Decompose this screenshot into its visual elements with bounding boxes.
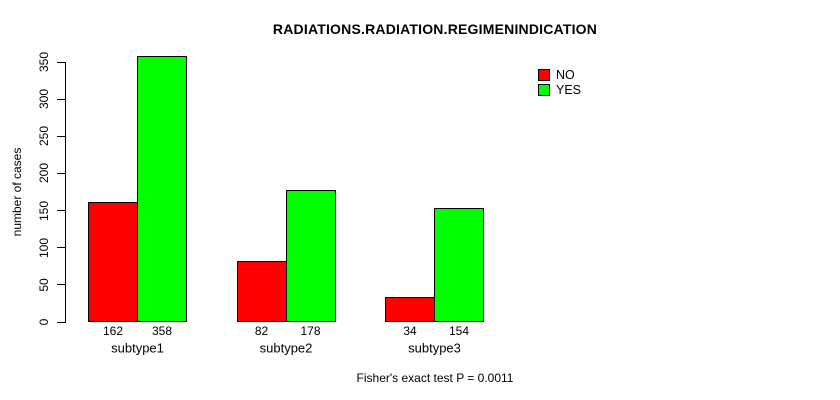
bar-value-label: 162 [102, 324, 124, 338]
y-tick-label: 0 [37, 318, 51, 326]
y-tick-mark [57, 284, 65, 286]
bar-no-subtype3 [385, 296, 435, 322]
annotation-text: Fisher's exact test P = 0.0011 [356, 371, 514, 385]
legend-item-yes: YES [538, 82, 581, 97]
y-axis-label: number of cases [10, 147, 24, 237]
y-tick-label: 150 [37, 200, 51, 221]
bar-no-subtype1 [88, 201, 138, 322]
bar-value-label: 82 [254, 324, 269, 338]
y-axis-line [65, 62, 66, 323]
legend: NO YES [538, 67, 581, 97]
chart-title: RADIATIONS.RADIATION.REGIMENINDICATION [272, 21, 598, 37]
legend-label: NO [556, 67, 575, 82]
y-tick-label: 250 [37, 126, 51, 147]
category-label-subtype2: subtype2 [259, 340, 313, 356]
bar-no-subtype2 [236, 261, 287, 322]
legend-label: YES [556, 82, 582, 97]
bar-value-label: 34 [403, 324, 417, 338]
bar-yes-subtype2 [285, 189, 336, 322]
y-tick-label: 50 [37, 278, 51, 292]
y-tick-mark [57, 98, 65, 100]
bar-value-label: 358 [151, 324, 173, 338]
y-tick-label: 100 [37, 237, 51, 258]
y-tick-mark [57, 210, 65, 212]
bar-value-label: 178 [300, 324, 321, 338]
y-tick-mark [57, 61, 65, 63]
bar-yes-subtype1 [137, 56, 187, 322]
bar-yes-subtype3 [434, 207, 484, 322]
y-tick-mark [57, 321, 65, 323]
legend-swatch-yes [538, 83, 550, 96]
legend-item-no: NO [538, 67, 581, 82]
y-tick-mark [57, 247, 65, 249]
y-tick-label: 300 [37, 89, 51, 110]
y-tick-mark [57, 172, 65, 174]
bar-value-label: 154 [448, 324, 470, 338]
y-tick-mark [57, 135, 65, 137]
y-tick-label: 200 [37, 163, 51, 184]
category-label-subtype1: subtype1 [111, 340, 164, 356]
y-tick-label: 350 [37, 51, 51, 73]
legend-swatch-no [538, 68, 550, 81]
category-label-subtype3: subtype3 [408, 340, 461, 356]
